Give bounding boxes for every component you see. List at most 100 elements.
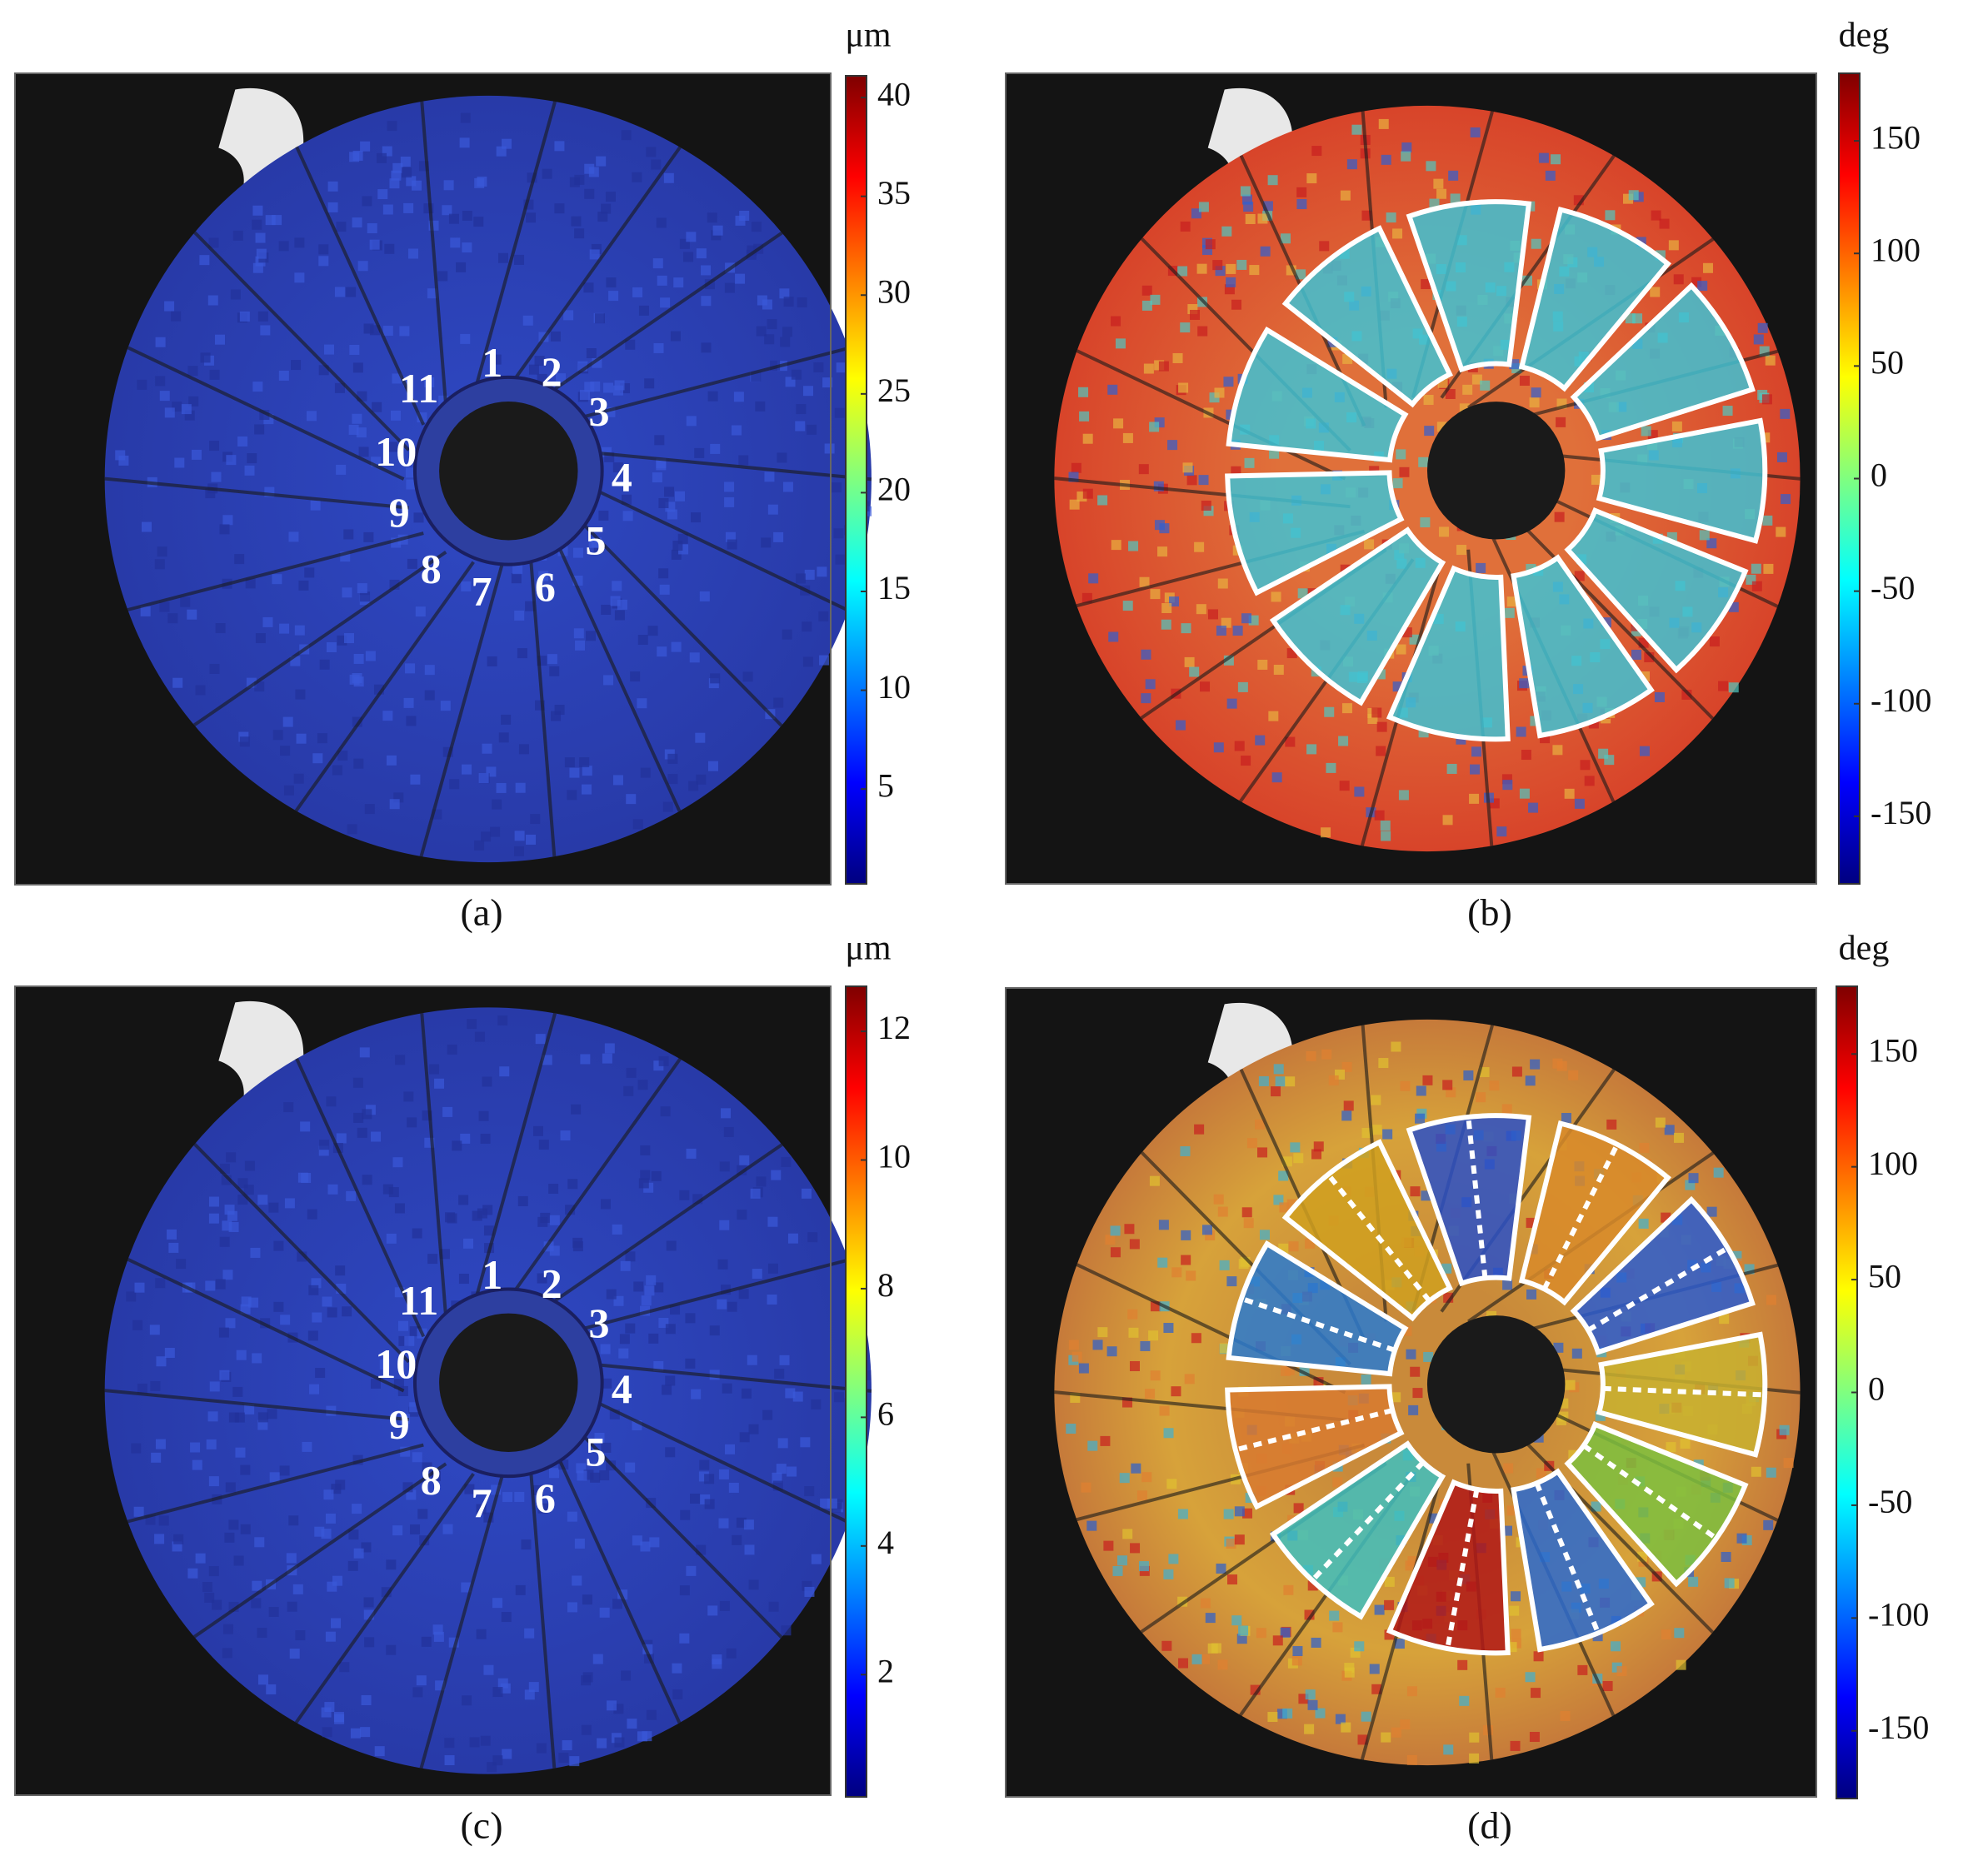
speckle [1376, 746, 1386, 756]
speckle [1560, 1710, 1571, 1721]
speckle [403, 202, 414, 213]
speckle [167, 1229, 177, 1240]
speckle [606, 1289, 617, 1300]
speckle [1122, 432, 1133, 443]
speckle [156, 1356, 167, 1367]
speckle [442, 1524, 453, 1534]
vane-edge [127, 1257, 405, 1393]
speckle [646, 1275, 657, 1285]
speckle [632, 287, 643, 297]
speckle [314, 1526, 325, 1537]
speckle [1180, 322, 1191, 333]
speckle [405, 467, 416, 478]
speckle [352, 362, 363, 373]
speckle [251, 1598, 262, 1609]
speckle [250, 1247, 261, 1258]
speckle [735, 215, 746, 226]
speckle [662, 1385, 672, 1395]
blade-number: 9 [389, 1401, 410, 1448]
speckle [660, 1106, 671, 1117]
speckle [1378, 1058, 1389, 1069]
speckle [1122, 1529, 1133, 1539]
speckle [718, 1518, 729, 1529]
speckle [717, 1299, 727, 1310]
speckle [1443, 1744, 1454, 1755]
speckle [208, 1213, 219, 1224]
vane-edge [127, 531, 424, 611]
speckle [1306, 1050, 1316, 1061]
speckle [1196, 263, 1207, 274]
speckle [518, 744, 529, 755]
speckle [408, 248, 419, 259]
speckle [149, 1325, 160, 1335]
speckle [1236, 1634, 1247, 1644]
speckle [1783, 1458, 1794, 1469]
speckle [1154, 417, 1165, 428]
speckle [686, 416, 697, 427]
colorbar-tick-label: -150 [1871, 794, 1931, 831]
speckle [756, 1176, 767, 1187]
speckle [1214, 387, 1225, 398]
speckle [326, 1096, 337, 1107]
speckle [278, 241, 289, 252]
speckle [131, 1443, 142, 1454]
speckle [724, 282, 735, 293]
speckle [1194, 541, 1205, 552]
speckle [1525, 1075, 1536, 1086]
speckle [739, 1432, 750, 1443]
colorbar-tick-label: 15 [877, 569, 911, 606]
speckle [1081, 592, 1092, 603]
vane-edge [572, 477, 849, 612]
speckle [515, 1584, 526, 1595]
speckle [580, 1054, 591, 1065]
speckle [268, 1607, 279, 1618]
speckle [1273, 1064, 1284, 1075]
speckle [1082, 488, 1093, 499]
speckle [1580, 760, 1591, 771]
speckle [724, 481, 735, 492]
speckle [612, 581, 622, 591]
speckle [673, 277, 684, 288]
speckle [1238, 1625, 1249, 1636]
speckle [356, 427, 367, 438]
speckle [492, 1755, 503, 1766]
speckle [1381, 1732, 1391, 1743]
speckle [204, 1592, 215, 1603]
speckle [1702, 262, 1713, 273]
speckle [526, 212, 537, 223]
speckle [1371, 1095, 1381, 1105]
speckle [1171, 1386, 1181, 1397]
hub [1426, 1315, 1566, 1454]
speckle [228, 1519, 239, 1530]
vane-edge [419, 1473, 505, 1769]
speckle [719, 1220, 730, 1230]
speckle [742, 671, 753, 682]
speckle [644, 1285, 655, 1296]
speckle [365, 651, 376, 661]
vane-edge [294, 1473, 475, 1724]
speckle [291, 360, 302, 371]
speckle [585, 631, 596, 641]
speckle [1469, 1732, 1480, 1743]
speckle [567, 1511, 577, 1522]
speckle [405, 663, 416, 674]
blade-divider [1466, 1116, 1488, 1279]
speckle [1479, 1067, 1490, 1078]
speckle [1296, 187, 1307, 197]
speckle [755, 401, 766, 412]
colorbar-tick-label: 150 [1871, 118, 1921, 156]
speckle [1709, 636, 1720, 647]
speckle [601, 1442, 612, 1453]
speckle [572, 1241, 583, 1252]
speckle [644, 378, 655, 389]
speckle [360, 1727, 371, 1738]
speckle [1751, 1466, 1761, 1477]
colorbar-tick-label: 0 [1871, 457, 1887, 494]
speckle [640, 1145, 651, 1155]
speckle [1521, 750, 1531, 761]
speckle [1217, 578, 1228, 589]
speckle [1531, 1688, 1541, 1699]
speckle [1332, 1477, 1343, 1488]
speckle [524, 1689, 535, 1700]
speckle [1504, 607, 1515, 618]
